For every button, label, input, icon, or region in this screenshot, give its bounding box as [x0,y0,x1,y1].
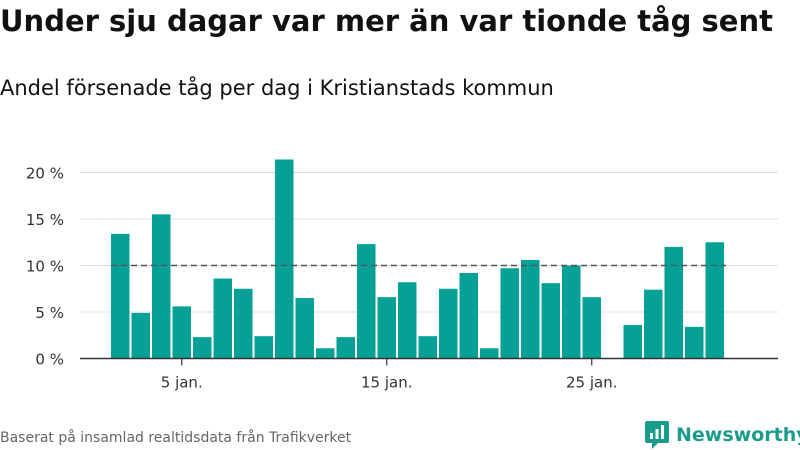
bar [644,289,663,359]
newsworthy-logo-icon [645,421,669,449]
bar [459,272,478,359]
bar [685,326,704,359]
bar [562,265,581,359]
bar [541,283,560,359]
source-note: Baserat på insamlad realtidsdata från Tr… [0,430,352,446]
x-axis-ticks: 5 jan. 15 jan. 25 jan. [161,358,618,392]
brand: Newsworthy [644,420,800,450]
x-tick-label: 15 jan. [361,374,413,392]
bar [500,268,519,359]
bar [377,297,396,359]
bar [111,233,130,359]
bar [623,325,642,359]
bar [398,282,417,359]
bar [418,336,437,359]
y-axis-ticks: 0 % 5 % 10 % 15 % 20 % [26,165,64,369]
bar [582,297,601,359]
y-tick-label: 20 % [26,165,64,183]
bar [664,246,683,359]
bars [111,159,724,359]
x-tick-label: 25 jan. [566,374,618,392]
bar [357,244,376,359]
bar [193,337,212,359]
bar [172,306,191,359]
bar [480,348,499,359]
bar [295,298,314,359]
bar [336,337,355,359]
bar-chart: 0 % 5 % 10 % 15 % 20 % 5 jan. 15 jan. 25 jan. [26,159,778,392]
brand-name: Newsworthy [676,424,800,446]
bar [439,288,458,359]
bar [131,312,150,359]
bar [521,259,540,359]
y-tick-label: 5 % [35,304,64,322]
bar [234,288,253,359]
bar [213,278,232,359]
y-tick-label: 0 % [35,351,64,369]
x-tick-label: 5 jan. [161,374,203,392]
bar [152,214,171,359]
bar [316,348,335,359]
chart-subtitle: Andel försenade tåg per dag i Kristianst… [0,76,554,100]
bar [275,159,294,359]
y-tick-label: 10 % [26,258,64,276]
chart-title: Under sju dagar var mer än var tionde tå… [0,4,773,38]
bar [254,336,273,359]
bar [705,242,724,359]
y-tick-label: 15 % [26,211,64,229]
